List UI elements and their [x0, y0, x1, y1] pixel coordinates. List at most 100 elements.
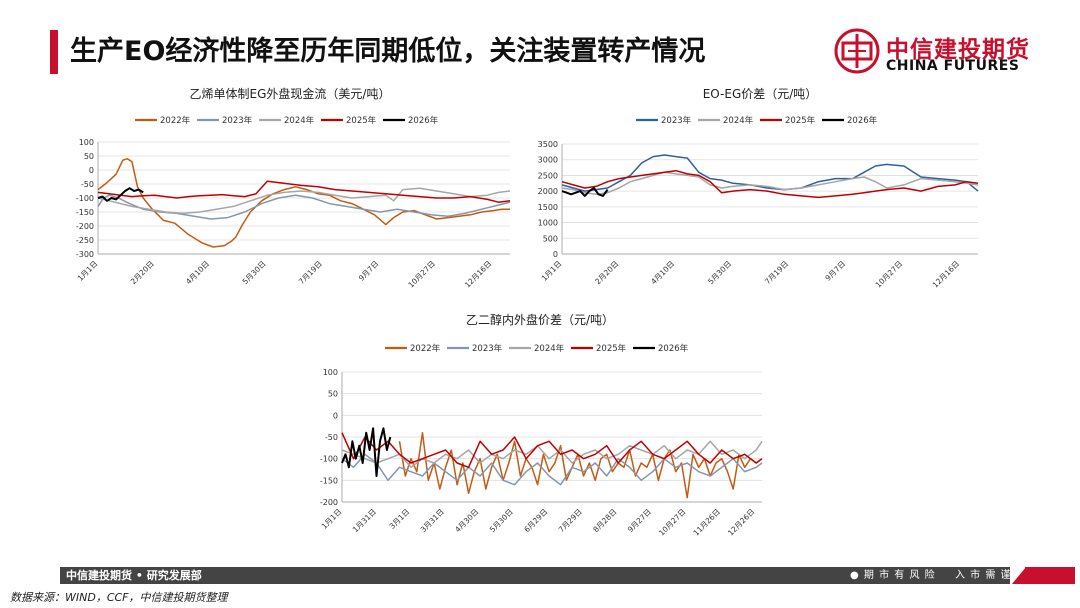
- legend-entry: 2024年: [534, 343, 565, 354]
- series-line-2026年: [341, 427, 392, 477]
- y-tick-label: -150: [320, 476, 338, 485]
- x-tick-label: 12月16日: [463, 259, 493, 289]
- legend-entry: 2026年: [658, 343, 689, 354]
- x-tick-label: 10月27日: [406, 259, 436, 289]
- series-line-2024年: [97, 187, 511, 215]
- series-line-2023年: [341, 453, 763, 486]
- footer-accent-block: [1025, 567, 1075, 584]
- y-tick-label: -250: [76, 236, 94, 245]
- x-tick-label: 7月29日: [557, 507, 584, 534]
- legend-entry: 2025年: [596, 343, 627, 354]
- x-tick-label: 5月30日: [240, 259, 267, 286]
- series-line-2026年: [97, 187, 144, 202]
- legend-entry: 2022年: [410, 343, 441, 354]
- chart-title: 乙二醇内外盘价差（元/吨）: [466, 312, 614, 327]
- chart-title: EO-EG价差（元/吨）: [703, 87, 818, 101]
- y-tick-label: -100: [76, 194, 94, 203]
- y-tick-label: 2000: [538, 187, 558, 196]
- footer-department: 中信建投期货 • 研究发展部: [66, 569, 202, 582]
- data-source: 数据来源：WIND，CCF，中信建投期货整理: [10, 591, 228, 604]
- y-tick-label: 0: [89, 166, 94, 175]
- legend-entry: 2023年: [472, 343, 503, 354]
- x-tick-label: 3月31日: [419, 507, 446, 534]
- y-tick-label: 0: [333, 411, 338, 420]
- legend-entry: 2025年: [346, 115, 377, 126]
- page-title: 生产EO经济性降至历年同期低位，关注装置转产情况: [70, 36, 706, 67]
- y-tick-label: 100: [323, 368, 338, 377]
- legend-entry: 2026年: [408, 115, 439, 126]
- chart-eo-eg-spread-svg: EO-EG价差（元/吨） 3500 3000 2500 2000 1500 1000 500 0…: [538, 87, 979, 290]
- legend-entry: 2023年: [661, 115, 692, 126]
- y-tick-label: 2500: [538, 171, 558, 180]
- x-tick-label: 1月1日: [320, 507, 344, 531]
- y-tick-label: 0: [553, 250, 558, 259]
- series-line-2022年: [398, 431, 763, 499]
- y-tick-label: -50: [81, 180, 94, 189]
- x-tick-label: 12月16日: [931, 259, 961, 289]
- x-tick-label: 4月10日: [184, 259, 211, 286]
- x-tick-label: 1月1日: [540, 259, 564, 283]
- y-tick-label: 1000: [538, 219, 558, 228]
- legend-entry: 2023年: [222, 115, 253, 126]
- x-tick-label: 4月10日: [649, 259, 676, 286]
- x-tick-label: 1月31日: [351, 507, 378, 534]
- x-tick-label: 9月27日: [626, 507, 653, 534]
- x-tick-label: 6月29日: [522, 507, 549, 534]
- x-tick-label: 3月1日: [388, 507, 412, 531]
- x-tick-label: 7月19日: [297, 259, 324, 286]
- logo-mark-icon: [834, 28, 880, 74]
- footer-accent-triangle: [1012, 567, 1026, 584]
- x-tick-label: 2月20日: [129, 259, 156, 286]
- chart-meg-spread: 乙二醇内外盘价差（元/吨） 100 50 0 -50 -100 -150 -200 1月1日 1月…: [300, 310, 780, 550]
- series-line-2024年: [561, 171, 979, 196]
- x-tick-label: 11月26日: [692, 507, 722, 537]
- chart-eo-eg-spread: EO-EG价差（元/吨） 3500 3000 2500 2000 1500 1000 500 0…: [520, 82, 1000, 300]
- y-tick-label: 1500: [538, 203, 558, 212]
- chart-title: 乙烯单体制EG外盘现金流（美元/吨）: [190, 86, 391, 101]
- legend-entry: 2024年: [284, 115, 315, 126]
- y-tick-label: 500: [543, 234, 558, 243]
- series-line-2025年: [341, 432, 763, 469]
- y-tick-label: -150: [76, 208, 94, 217]
- y-tick-label: -200: [76, 222, 94, 231]
- x-tick-label: 1月1日: [76, 259, 100, 283]
- x-tick-label: 10月27日: [657, 507, 687, 537]
- x-tick-label: 7月19日: [763, 259, 790, 286]
- series-line-2022年: [97, 158, 510, 248]
- footer-bar: [60, 567, 1010, 584]
- footer-risk-warning: ● 期 市 有 风 险 入 市 需 谨 慎: [850, 570, 1027, 581]
- y-tick-label: 3500: [538, 140, 558, 149]
- series-line-2023年: [561, 154, 979, 192]
- y-tick-label: 100: [79, 138, 94, 147]
- logo-text-en: CHINA FUTURES: [886, 58, 1020, 74]
- x-tick-label: 12月26日: [726, 507, 756, 537]
- title-accent-bar: [50, 30, 58, 74]
- x-tick-label: 2月20日: [593, 259, 620, 286]
- series-line-2025年: [561, 169, 979, 199]
- x-tick-label: 4月30日: [453, 507, 480, 534]
- legend-entry: 2022年: [160, 115, 191, 126]
- legend-entry: 2025年: [785, 115, 816, 126]
- x-tick-label: 9月7日: [823, 259, 847, 283]
- series-line-2025年: [97, 180, 511, 203]
- company-logo: 中信建投期货 CHINA FUTURES: [834, 28, 1034, 80]
- series-line-2024年: [341, 440, 763, 469]
- series-line-2023年: [97, 194, 511, 220]
- y-tick-label: -100: [320, 455, 338, 464]
- x-tick-label: 10月27日: [874, 259, 904, 289]
- x-tick-label: 8月28日: [591, 507, 618, 534]
- chart-eg-cashflow: 乙烯单体制EG外盘现金流（美元/吨） 100 50 0 -50 -100 -150 -200 -…: [50, 82, 530, 300]
- legend-entry: 2024年: [723, 115, 754, 126]
- series-line-2026年: [561, 187, 609, 197]
- y-tick-label: 50: [84, 152, 94, 161]
- y-tick-label: 50: [328, 390, 338, 399]
- legend-entry: 2026年: [847, 115, 878, 126]
- y-tick-label: -200: [320, 498, 338, 507]
- y-tick-label: -50: [325, 433, 338, 442]
- x-tick-label: 5月30日: [488, 507, 515, 534]
- y-tick-label: 3000: [538, 156, 558, 165]
- y-tick-label: -300: [76, 250, 94, 259]
- x-tick-label: 9月7日: [357, 259, 381, 283]
- logo-text-cn: 中信建投期货: [886, 37, 1030, 63]
